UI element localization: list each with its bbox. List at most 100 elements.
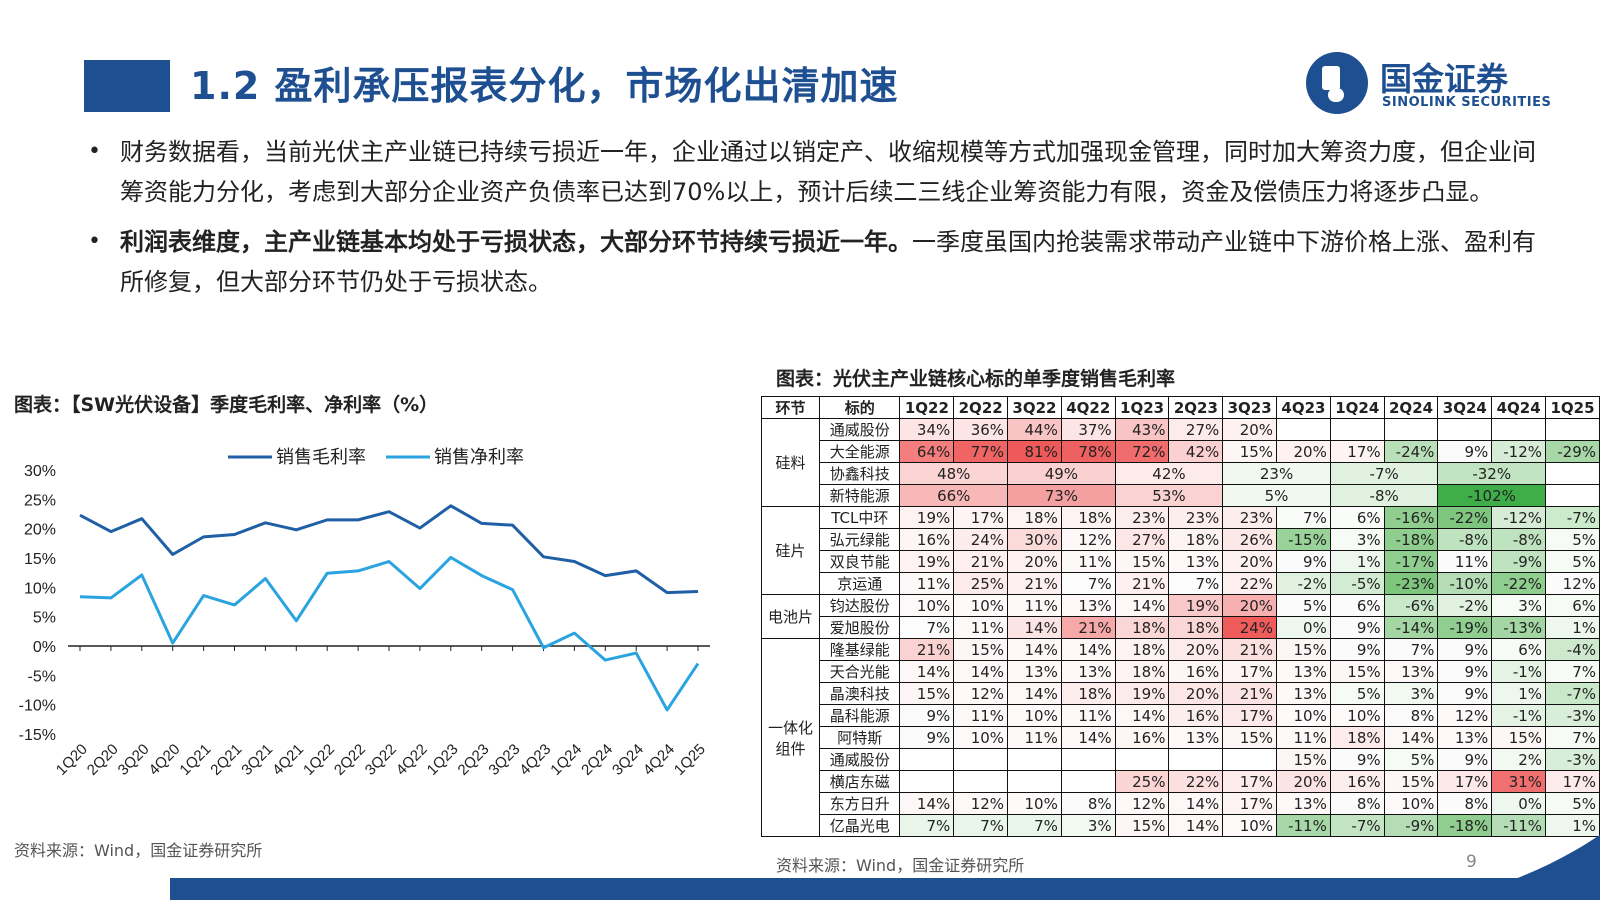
margin-cell: 11% — [1007, 594, 1062, 617]
margin-cell: 5% — [1383, 748, 1439, 771]
margin-cell: -9% — [1491, 550, 1547, 573]
x-tick-label: 2Q21 — [207, 741, 245, 779]
margin-cell: 17% — [1222, 792, 1278, 815]
margin-cell: -7% — [1329, 814, 1385, 837]
margin-cell: 6% — [1329, 594, 1385, 617]
margin-cell: 6% — [1329, 506, 1385, 529]
table-row: 爱旭股份 7% 11% 14% 21% 18% 18% 24% 0% 9% -14% -19% -13%… — [762, 616, 1600, 639]
margin-cell: -32% — [1437, 462, 1547, 485]
y-tick-label: 0% — [33, 639, 56, 656]
margin-cell: 11% — [1007, 726, 1062, 749]
table-row: 一体化 组件 隆基绿能 21% 15% 14% 14% 18% 20% 21% 15% 9% 7% 9% 6… — [760, 638, 1600, 837]
margin-cell: 18% — [1007, 506, 1062, 529]
x-tick-label: 4Q21 — [269, 741, 307, 779]
margin-cell: 6% — [1491, 638, 1547, 661]
company-cell: 晶科能源 — [819, 704, 901, 727]
table-row: 大全能源 64% 77% 81% 78% 72% 42% 15% 20% 17% -24% 9% -12… — [762, 440, 1600, 463]
margin-cell: 23% — [1222, 506, 1278, 529]
margin-cell: 15% — [1276, 638, 1331, 661]
company-cell: 东方日升 — [819, 792, 901, 815]
margin-cell: 11% — [899, 572, 955, 595]
x-tick-label: 2Q20 — [84, 741, 122, 779]
margin-cell: 36% — [953, 418, 1009, 441]
margin-cell: 7% — [1545, 726, 1600, 749]
margin-cell: 13% — [1168, 550, 1224, 573]
margin-cell: 7% — [1168, 572, 1224, 595]
margin-cell: 27% — [1114, 528, 1170, 551]
margin-cell: -22% — [1437, 506, 1493, 529]
table-row: 硅料 通威股份 34% 36% 44% 37% 43% 27% 20% — [760, 418, 1600, 507]
margin-cell: -7% — [1545, 682, 1600, 705]
margin-cell: -12% — [1491, 440, 1547, 463]
margin-cell: 17% — [1222, 770, 1278, 793]
table-row: 京运通 11% 25% 21% 7% 21% 7% 22% -2% -5% -23% -10% -22%… — [762, 572, 1600, 595]
margin-cell: 13% — [1060, 594, 1116, 617]
margin-cell: 5% — [1545, 792, 1600, 815]
margin-cell: -29% — [1545, 440, 1600, 463]
margin-cell: 1% — [1545, 616, 1600, 639]
margin-cell: 11% — [1060, 550, 1116, 573]
margin-cell: 17% — [1437, 770, 1493, 793]
margin-cell: 21% — [899, 638, 955, 661]
margin-cell: 64% — [899, 440, 955, 463]
margin-cell: 11% — [1437, 550, 1493, 573]
company-cell: 亿晶光电 — [819, 814, 901, 837]
left-chart-caption: 图表：【SW光伏设备】季度毛利率、净利率（%） — [14, 394, 439, 416]
margin-cell: 22% — [1222, 572, 1278, 595]
margin-cell — [1060, 748, 1116, 771]
margin-cell: 3% — [1383, 682, 1439, 705]
margin-cell: -23% — [1383, 572, 1439, 595]
margin-cell — [1007, 748, 1062, 771]
margin-cell: 25% — [953, 572, 1009, 595]
margin-cell: 26% — [1222, 528, 1278, 551]
page-title: 1.2 盈利承压报表分化，市场化出清加速 — [190, 64, 899, 108]
margin-cell — [899, 748, 955, 771]
margin-cell: 17% — [1545, 770, 1600, 793]
margin-cell — [1276, 418, 1331, 441]
table-source: 资料来源：Wind，国金证券研究所 — [776, 856, 1025, 875]
logo-mark-icon — [1306, 52, 1368, 114]
legend-label-2: 销售净利率 — [434, 447, 524, 468]
margin-cell: 25% — [1114, 770, 1170, 793]
margin-cell: 12% — [1437, 704, 1493, 727]
margin-cell: -18% — [1383, 528, 1439, 551]
margin-cell: 10% — [1222, 814, 1278, 837]
table-header-cell: 2Q23 — [1168, 396, 1224, 419]
margin-cell: -10% — [1437, 572, 1493, 595]
x-tick-label: 1Q25 — [671, 741, 709, 779]
margin-cell — [1545, 462, 1600, 485]
margin-cell: 7% — [899, 814, 955, 837]
margin-cell: 19% — [1114, 682, 1170, 705]
table-header-cell: 2Q24 — [1383, 396, 1439, 419]
margin-cell: 13% — [1437, 726, 1493, 749]
margin-cell: 73% — [1007, 484, 1116, 507]
company-cell: 爱旭股份 — [819, 616, 901, 639]
company-cell: 通威股份 — [819, 748, 901, 771]
margin-cell: 7% — [1383, 638, 1439, 661]
margin-cell: 13% — [1168, 726, 1224, 749]
margin-cell: 21% — [953, 550, 1009, 573]
margin-cell: 16% — [1168, 660, 1224, 683]
margin-cell: 48% — [899, 462, 1009, 485]
margin-cell: 13% — [1276, 682, 1331, 705]
margin-cell: 14% — [1007, 682, 1062, 705]
margin-cell — [1222, 748, 1278, 771]
margin-cell: -17% — [1383, 550, 1439, 573]
margin-cell: 15% — [1383, 770, 1439, 793]
margin-cell: 5% — [1545, 550, 1600, 573]
margin-cell: 16% — [1329, 770, 1385, 793]
series-line-2 — [79, 555, 700, 712]
page-number: 9 — [1466, 852, 1477, 872]
margin-cell: 11% — [953, 704, 1009, 727]
x-tick-label: 1Q24 — [547, 741, 585, 779]
margin-cell — [1545, 418, 1600, 441]
margin-cell: -2% — [1437, 594, 1493, 617]
margin-cell: 13% — [1276, 792, 1331, 815]
margin-cell: -9% — [1383, 814, 1439, 837]
margin-cell: 21% — [1007, 572, 1062, 595]
company-cell: 大全能源 — [819, 440, 901, 463]
footer-bar — [170, 878, 1600, 900]
margin-cell: 7% — [1276, 506, 1331, 529]
x-tick-label: 3Q24 — [609, 741, 647, 779]
company-cell: TCL中环 — [819, 506, 901, 529]
